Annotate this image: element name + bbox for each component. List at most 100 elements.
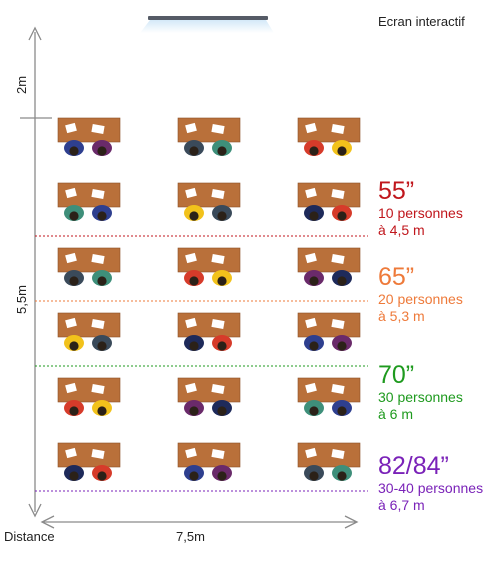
paper <box>305 187 317 199</box>
student <box>304 400 324 416</box>
paper <box>185 317 197 329</box>
paper <box>211 449 225 459</box>
desk <box>297 377 361 416</box>
desk <box>297 182 361 221</box>
student <box>304 335 324 351</box>
paper <box>331 254 345 264</box>
student-head <box>97 471 107 481</box>
interactive-screen <box>148 16 268 20</box>
desk <box>177 442 241 481</box>
size-55-distance: à 4,5 m <box>378 222 425 238</box>
student-head <box>97 146 107 156</box>
student-head <box>189 146 199 156</box>
student-head <box>69 406 79 416</box>
desk <box>177 312 241 351</box>
student-head <box>217 406 227 416</box>
student <box>304 270 324 286</box>
paper <box>91 384 105 394</box>
student <box>92 335 112 351</box>
desk <box>57 442 121 481</box>
student <box>304 140 324 156</box>
student-head <box>337 341 347 351</box>
student-head <box>69 146 79 156</box>
student <box>184 270 204 286</box>
student-head <box>309 276 319 286</box>
student-head <box>337 406 347 416</box>
vertical-axis-arrow-bottom <box>28 503 42 518</box>
desk <box>297 442 361 481</box>
student <box>92 270 112 286</box>
student <box>64 140 84 156</box>
student <box>92 205 112 221</box>
paper <box>331 384 345 394</box>
student <box>212 140 232 156</box>
paper <box>331 319 345 329</box>
paper <box>185 447 197 459</box>
student-head <box>337 276 347 286</box>
student-head <box>217 146 227 156</box>
paper <box>305 447 317 459</box>
size-70-title: 70” <box>378 361 415 389</box>
desk <box>57 377 121 416</box>
paper <box>185 382 197 394</box>
paper <box>211 319 225 329</box>
paper <box>65 317 77 329</box>
student <box>212 270 232 286</box>
paper <box>91 254 105 264</box>
student <box>212 400 232 416</box>
student <box>332 270 352 286</box>
student-head <box>189 276 199 286</box>
paper <box>91 189 105 199</box>
student-head <box>69 276 79 286</box>
size-65-distance: à 5,3 m <box>378 308 425 324</box>
size-65: 65” 20 personnes à 5,3 m <box>378 264 463 325</box>
student <box>184 400 204 416</box>
student-head <box>217 341 227 351</box>
student-head <box>217 211 227 221</box>
student <box>212 205 232 221</box>
size-82-84: 82/84” 30-40 personnes à 6,7 m <box>378 453 483 514</box>
size-55-capacity: 10 personnes <box>378 205 463 221</box>
paper <box>331 124 345 134</box>
paper <box>65 187 77 199</box>
paper <box>91 319 105 329</box>
student <box>92 140 112 156</box>
student <box>64 465 84 481</box>
paper <box>305 122 317 134</box>
paper <box>185 252 197 264</box>
paper <box>185 122 197 134</box>
student <box>64 270 84 286</box>
student-head <box>189 211 199 221</box>
student-head <box>309 471 319 481</box>
desk <box>57 117 121 156</box>
desk-top <box>177 312 241 338</box>
paper <box>331 449 345 459</box>
paper <box>211 189 225 199</box>
size-55-title: 55” <box>378 177 415 205</box>
desk <box>297 117 361 156</box>
student-head <box>97 276 107 286</box>
paper <box>65 382 77 394</box>
student <box>184 335 204 351</box>
student-head <box>69 471 79 481</box>
paper <box>211 384 225 394</box>
paper <box>305 252 317 264</box>
student <box>332 400 352 416</box>
width-label: 7,5m <box>176 529 205 544</box>
desk <box>57 247 121 286</box>
size-70: 70” 30 personnes à 6 m <box>378 362 463 423</box>
size-65-title: 65” <box>378 263 415 291</box>
student-head <box>189 341 199 351</box>
size-70-distance: à 6 m <box>378 406 414 422</box>
student-head <box>309 341 319 351</box>
student <box>332 140 352 156</box>
paper <box>211 124 225 134</box>
paper <box>211 254 225 264</box>
paper <box>65 447 77 459</box>
front-gap-label: 2m <box>14 75 29 94</box>
student <box>64 400 84 416</box>
size-82-84-distance: à 6,7 m <box>378 497 425 513</box>
paper <box>65 122 77 134</box>
student <box>304 465 324 481</box>
